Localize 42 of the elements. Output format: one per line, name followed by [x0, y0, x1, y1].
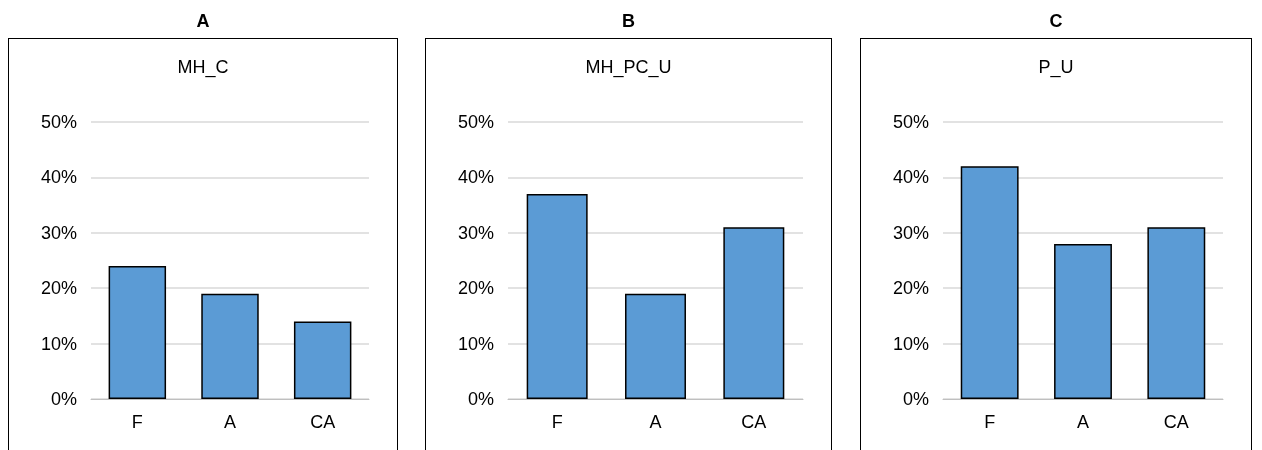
y-tick-label: 30%	[892, 222, 929, 243]
chart-title: B	[621, 10, 636, 32]
y-tick-label: 30%	[457, 222, 494, 243]
y-tick-label: 10%	[457, 333, 494, 354]
bar	[1147, 227, 1206, 399]
x-tick-label: A	[649, 412, 662, 432]
chart-subtitle: P_U	[1038, 57, 1074, 78]
bar	[526, 194, 588, 399]
y-tick-label: 10%	[892, 333, 929, 354]
x-tick-label: F	[131, 412, 143, 432]
y-tick-label: 20%	[40, 278, 77, 299]
chart-subtitle: MH_PC_U	[585, 57, 672, 78]
chart-title: C	[1048, 10, 1064, 32]
y-tick-label: 40%	[892, 167, 929, 188]
bar	[625, 293, 686, 399]
bar	[108, 266, 167, 399]
x-tick-label: A	[223, 412, 237, 432]
chart-subtitle: MH_C	[177, 57, 229, 78]
x-tick-label: F	[984, 412, 996, 432]
x-tick-label: CA	[310, 412, 336, 432]
bar	[201, 293, 259, 399]
bar	[723, 227, 785, 399]
y-tick-label: 40%	[40, 167, 77, 188]
bar	[960, 166, 1019, 399]
y-tick-label: 50%	[892, 112, 929, 132]
y-tick-label: 0%	[902, 389, 929, 409]
x-tick-label: A	[1076, 412, 1090, 432]
y-tick-label: 0%	[50, 389, 77, 409]
y-tick-label: 20%	[457, 278, 494, 299]
x-tick-label: CA	[741, 412, 767, 432]
bar	[293, 321, 352, 399]
chart-title: A	[195, 10, 211, 32]
y-tick-label: 40%	[457, 167, 494, 188]
bar	[1054, 243, 1112, 399]
y-tick-label: 30%	[40, 222, 77, 243]
y-tick-label: 0%	[467, 389, 494, 409]
y-tick-label: 10%	[40, 333, 77, 354]
y-tick-label: 20%	[892, 278, 929, 299]
x-tick-label: F	[551, 412, 563, 432]
y-tick-label: 50%	[40, 112, 77, 132]
y-tick-label: 50%	[457, 112, 494, 132]
x-tick-label: CA	[1163, 412, 1189, 432]
